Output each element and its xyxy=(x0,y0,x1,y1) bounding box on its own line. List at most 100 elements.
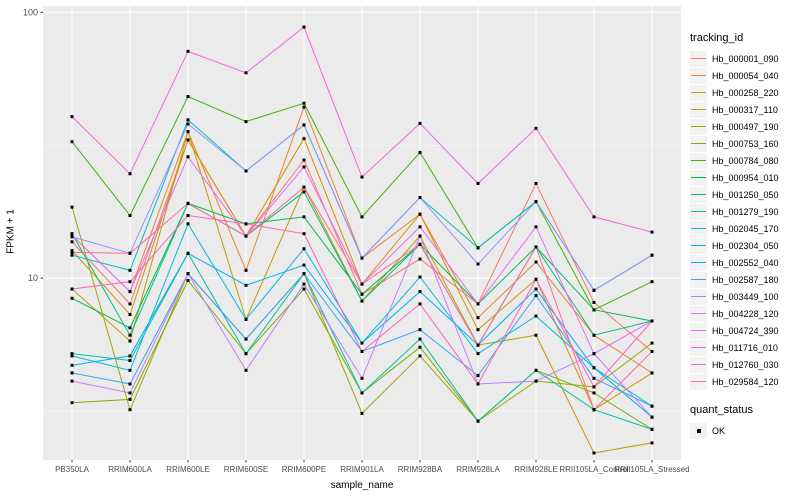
legend-item: Hb_003449_100 xyxy=(690,288,798,305)
data-point xyxy=(592,300,596,304)
data-point xyxy=(360,175,364,179)
data-point xyxy=(186,201,190,205)
legend-item-label: Hb_004228_120 xyxy=(712,308,779,319)
data-point xyxy=(70,233,74,237)
data-point xyxy=(650,253,654,257)
data-point xyxy=(128,290,132,294)
data-point xyxy=(592,333,596,337)
data-point xyxy=(650,415,654,419)
legend-item-ok: OK xyxy=(690,422,798,439)
data-point xyxy=(360,376,364,380)
data-point xyxy=(302,158,306,162)
data-point xyxy=(70,287,74,291)
y-axis-title: FPKM + 1 xyxy=(5,209,17,254)
data-point xyxy=(650,441,654,445)
data-point xyxy=(360,256,364,260)
x-tick-label: RRIM600LA xyxy=(108,465,152,474)
data-point xyxy=(360,215,364,219)
data-point xyxy=(534,126,538,130)
legend-item-label: Hb_002552_040 xyxy=(712,257,779,268)
ok-square-icon xyxy=(690,422,707,439)
data-point xyxy=(534,260,538,264)
data-point xyxy=(650,280,654,284)
data-point xyxy=(128,214,132,218)
data-point xyxy=(360,282,364,286)
data-point xyxy=(128,408,132,412)
data-point xyxy=(418,150,422,154)
legend-title-tracking-id: tracking_id xyxy=(690,32,744,44)
legend-item-label: Hb_002587_180 xyxy=(712,274,779,285)
data-point xyxy=(186,122,190,126)
legend-item-label: Hb_000954_010 xyxy=(712,172,779,183)
data-point xyxy=(186,251,190,255)
data-point xyxy=(302,272,306,276)
series-line-icon xyxy=(690,356,707,373)
data-point xyxy=(418,275,422,279)
data-point xyxy=(360,292,364,296)
data-point xyxy=(534,181,538,185)
data-point xyxy=(476,382,480,386)
data-point xyxy=(128,280,132,284)
data-point xyxy=(418,225,422,229)
data-point xyxy=(302,190,306,194)
data-point xyxy=(244,234,248,238)
legend-item-label: Hb_000001_090 xyxy=(712,53,779,64)
data-point xyxy=(534,277,538,281)
series-line-icon xyxy=(690,84,707,101)
series-line-icon xyxy=(690,373,707,390)
legend-item: Hb_000001_090 xyxy=(690,50,798,67)
y-tick-label: 10 xyxy=(28,273,38,283)
legend-item: Hb_000497_190 xyxy=(690,118,798,135)
legend-item: Hb_000258_220 xyxy=(690,84,798,101)
data-point xyxy=(302,287,306,291)
legend-item: Hb_000954_010 xyxy=(690,169,798,186)
data-point xyxy=(186,118,190,122)
legend-item-label: Hb_000054_040 xyxy=(712,70,779,81)
series-line-icon xyxy=(690,186,707,203)
data-point xyxy=(244,283,248,287)
data-point xyxy=(302,215,306,219)
data-point xyxy=(186,222,190,226)
data-point xyxy=(70,253,74,257)
data-point xyxy=(186,272,190,276)
legend-item: Hb_011716_010 xyxy=(690,339,798,356)
series-line-icon xyxy=(690,237,707,254)
data-point xyxy=(70,379,74,383)
data-point xyxy=(244,317,248,321)
series-line-icon xyxy=(690,288,707,305)
data-point xyxy=(70,232,74,236)
series-line-icon xyxy=(690,169,707,186)
data-point xyxy=(418,354,422,358)
data-point xyxy=(418,234,422,238)
data-point xyxy=(476,374,480,378)
legend-item-label: Hb_000497_190 xyxy=(712,121,779,132)
legend-item-label: Hb_001250_050 xyxy=(712,189,779,200)
data-point xyxy=(302,282,306,286)
data-point xyxy=(128,251,132,255)
data-point xyxy=(128,359,132,363)
data-point xyxy=(592,215,596,219)
data-point xyxy=(592,288,596,292)
data-point xyxy=(534,294,538,298)
data-point xyxy=(186,214,190,218)
data-point xyxy=(476,246,480,250)
data-point xyxy=(128,312,132,316)
data-point xyxy=(650,319,654,323)
data-point xyxy=(302,185,306,189)
legend-item: Hb_004724_390 xyxy=(690,322,798,339)
data-point xyxy=(70,363,74,367)
data-point xyxy=(244,222,248,226)
data-point xyxy=(244,120,248,124)
x-tick-label: RRIM901LA xyxy=(340,465,384,474)
data-point xyxy=(128,382,132,386)
legend-item-label: Hb_004724_390 xyxy=(712,325,779,336)
data-point xyxy=(302,263,306,267)
data-point xyxy=(534,287,538,291)
data-point xyxy=(244,352,248,356)
data-point xyxy=(418,345,422,349)
legend-item: Hb_001279_190 xyxy=(690,203,798,220)
data-point xyxy=(476,419,480,423)
data-point xyxy=(70,140,74,144)
data-point xyxy=(418,242,422,246)
